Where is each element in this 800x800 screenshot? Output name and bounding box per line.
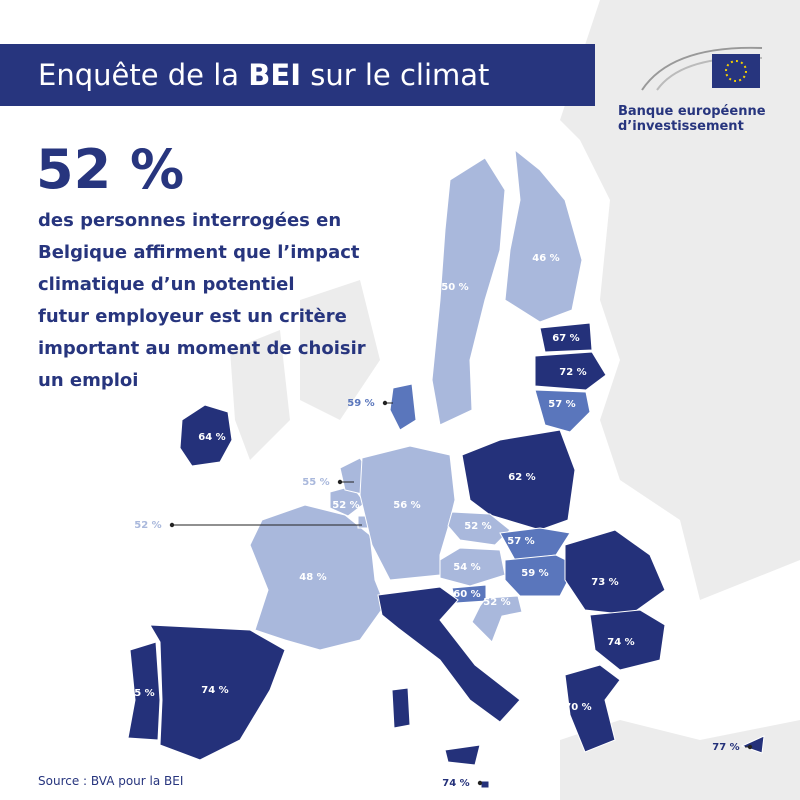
title-bold: BEI: [248, 58, 301, 92]
region: [504, 148, 583, 323]
title-part: Enquête de la: [38, 58, 249, 92]
text-line: important au moment de choisir: [38, 338, 366, 359]
region: [377, 586, 521, 766]
region: [539, 322, 593, 353]
leader-dot: [382, 400, 388, 406]
region-label: 67 %: [552, 333, 579, 344]
text-line: climatique d’un potentiel: [38, 274, 295, 295]
region-label: 73 %: [591, 577, 618, 588]
region-label: 77 %: [712, 742, 739, 753]
region-label: 74 %: [201, 685, 228, 696]
region-label: 55 %: [302, 477, 329, 488]
region-label: 52 %: [464, 521, 491, 532]
logo-graphic: [641, 46, 763, 91]
region-label: 56 %: [393, 500, 420, 511]
region: [179, 404, 233, 467]
text-line: un emploi: [38, 370, 139, 391]
region-label: 74 %: [607, 637, 634, 648]
title-bar: Enquête de la BEI sur le climat: [0, 44, 595, 106]
region-label: 48 %: [299, 572, 326, 583]
region: [127, 641, 161, 741]
source: Source : BVA pour la BEI: [38, 774, 184, 788]
region-label: 60 %: [453, 589, 480, 600]
region: [589, 609, 666, 671]
region: [149, 624, 286, 761]
region-label: 54 %: [453, 562, 480, 573]
title-part: sur le climat: [301, 58, 490, 92]
text-line: Belgique affirment que l’impact: [38, 242, 360, 263]
region-label: 64 %: [198, 432, 225, 443]
region-label: 72 %: [559, 367, 586, 378]
region-label: 74 %: [442, 778, 469, 789]
leader-dot: [477, 780, 483, 786]
region: [564, 664, 621, 753]
region-label: 62 %: [508, 472, 535, 483]
logo-text: d’investissement: [618, 119, 744, 134]
logo: Banque européenne d’investissement: [612, 40, 782, 134]
region: [461, 429, 576, 531]
region: [534, 389, 591, 433]
land-background: [230, 0, 800, 800]
text-line: des personnes interrogées en: [38, 210, 342, 231]
region: [534, 351, 607, 391]
region: [431, 157, 506, 426]
leader-dot: [747, 744, 753, 750]
region: [740, 735, 765, 754]
region: [564, 529, 666, 616]
region-label: 75 %: [406, 653, 433, 664]
region-label: 50 %: [441, 282, 468, 293]
region-label: 57 %: [548, 399, 575, 410]
region: [499, 527, 571, 561]
region: [480, 780, 490, 789]
body-text: des personnes interrogées en Belgique aff…: [38, 205, 366, 397]
logo-text: Banque européenne: [618, 104, 766, 119]
headline: 52 %: [36, 138, 185, 201]
region-label: 52 %: [134, 520, 161, 531]
region-label: 70 %: [564, 702, 591, 713]
region: [471, 595, 523, 643]
region-label: 52 %: [332, 500, 359, 511]
region-label: 57 %: [507, 536, 534, 547]
region: [447, 511, 511, 546]
region: [504, 554, 577, 597]
region: [359, 445, 456, 581]
region: [389, 383, 417, 431]
region-label: 52 %: [483, 597, 510, 608]
leader-dot: [337, 479, 343, 485]
region-label: 59 %: [521, 568, 548, 579]
region-label: 46 %: [532, 253, 559, 264]
text-line: futur employeur est un critère: [38, 306, 347, 327]
region-label: 59 %: [347, 398, 374, 409]
region-label: 75 %: [127, 688, 154, 699]
leader-dot: [169, 522, 175, 528]
